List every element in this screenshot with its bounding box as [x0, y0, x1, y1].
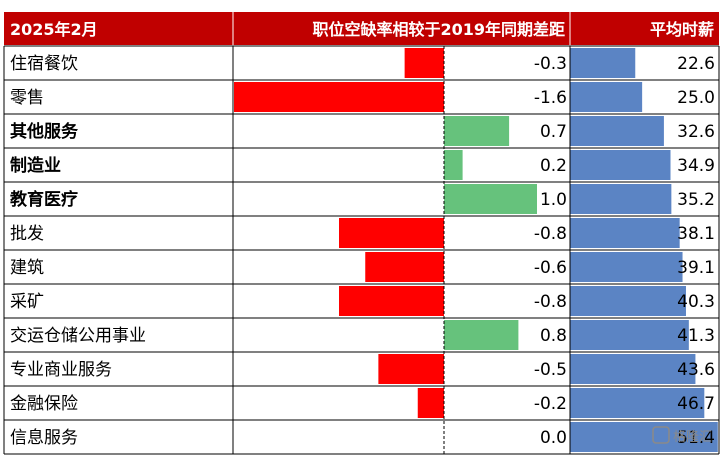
table-row: 其他服务 0.7 32.6 [4, 116, 719, 149]
industry-label: 采矿 [10, 292, 44, 312]
wage-value-label: 25.0 [677, 88, 715, 108]
wage-value-label: 38.1 [677, 224, 715, 244]
gap-value-label: 0.7 [540, 122, 567, 142]
table-row: 教育医疗 1.0 35.2 [4, 184, 719, 217]
industry-label: 金融保险 [10, 394, 78, 414]
gap-bar-negative [404, 48, 444, 78]
gap-value-label: -1.6 [534, 88, 567, 108]
industry-label: 制造业 [10, 155, 61, 176]
table-row: 建筑 -0.6 39.1 [4, 252, 719, 285]
table-row: 批发 -0.8 38.1 [4, 218, 719, 251]
gap-value-label: -0.5 [534, 360, 567, 380]
wage-value-label: 51.4 [677, 428, 715, 448]
table-header: 2025年2月 职位空缺率相较于2019年同期差距 平均时薪 [4, 12, 719, 45]
gap-value-label: -0.2 [534, 394, 567, 414]
wage-value-label: 40.3 [677, 292, 715, 312]
gap-value-label: 0.8 [540, 326, 567, 346]
wage-bar [570, 150, 671, 180]
table-row: 金融保险 -0.2 46.7 [4, 388, 719, 421]
table-row: 专业商业服务 -0.5 43.6 [4, 354, 719, 387]
wage-bar [570, 184, 672, 214]
wage-value-label: 35.2 [677, 190, 715, 210]
industry-label: 交运仓储公用事业 [10, 326, 146, 346]
wage-value-label: 46.7 [677, 394, 715, 414]
table-body: 住宿餐饮 -0.3 22.6 零售 -1.6 25.0 其他服务 0.7 32.6 制造业 0.2 3… [3, 45, 720, 455]
industry-label: 专业商业服务 [10, 360, 112, 380]
wage-bar [570, 354, 696, 384]
wage-value-label: 39.1 [677, 258, 715, 278]
gap-value-label: -0.3 [534, 54, 567, 74]
gap-bar-negative [365, 252, 444, 282]
watermark: 格隆汇 [652, 426, 712, 445]
wage-bar [570, 48, 636, 78]
gap-bar-positive [444, 320, 519, 350]
gap-bar-negative [339, 218, 444, 248]
gap-bar-positive [444, 116, 510, 146]
wage-value-label: 41.3 [677, 326, 715, 346]
industry-label: 零售 [10, 88, 44, 108]
gap-bar-positive [444, 150, 463, 180]
wage-bar [570, 320, 689, 350]
wage-value-label: 32.6 [677, 122, 715, 142]
table-row: 采矿 -0.8 40.3 [4, 286, 719, 319]
gap-value-label: -0.8 [534, 292, 567, 312]
wage-value-label: 22.6 [677, 54, 715, 74]
wage-value-label: 34.9 [677, 156, 715, 176]
gap-bar-negative [339, 286, 444, 316]
gap-value-label: 0.0 [540, 428, 567, 448]
wage-bar [570, 116, 664, 146]
header-background [4, 12, 719, 45]
table-row: 信息服务 0.0 51.4 [4, 422, 719, 455]
wage-bar [570, 82, 643, 112]
gap-value-label: 0.2 [540, 156, 567, 176]
table-row: 住宿餐饮 -0.3 22.6 [4, 48, 719, 81]
gap-bar-negative [378, 354, 444, 384]
industry-label: 建筑 [10, 258, 44, 278]
industry-label: 教育医疗 [9, 189, 78, 210]
industry-label: 住宿餐饮 [10, 54, 78, 74]
gap-value-label: -0.6 [534, 258, 567, 278]
wage-bar [570, 252, 683, 282]
wage-value-label: 43.6 [677, 360, 715, 380]
gap-bar-positive [444, 184, 537, 214]
wage-bar [570, 218, 680, 248]
table-row: 制造业 0.2 34.9 [4, 150, 719, 183]
gap-bar-negative [417, 388, 444, 418]
industry-label: 信息服务 [10, 428, 78, 448]
gap-value-label: 1.0 [540, 190, 567, 210]
wage-bar [570, 422, 718, 452]
wage-bar [570, 388, 705, 418]
watermark-logo-icon [652, 426, 670, 444]
header-wage: 平均时薪 [650, 20, 714, 39]
table-row: 交运仓储公用事业 0.8 41.3 [4, 320, 719, 353]
gap-value-label: -0.8 [534, 224, 567, 244]
industry-label: 批发 [10, 224, 44, 244]
header-gap: 职位空缺率相较于2019年同期差距 [312, 20, 565, 39]
wage-bar [570, 286, 686, 316]
gap-bar-negative [234, 82, 444, 112]
watermark-text: 格隆汇 [673, 429, 712, 445]
industry-label: 其他服务 [10, 121, 79, 142]
table-row: 零售 -1.6 25.0 [4, 82, 719, 115]
header-period: 2025年2月 [10, 20, 98, 39]
